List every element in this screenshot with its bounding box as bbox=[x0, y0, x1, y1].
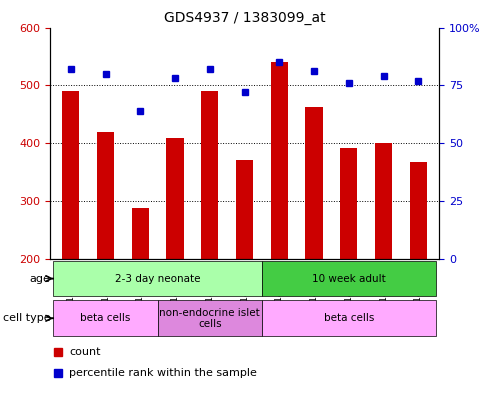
Bar bbox=[132, 208, 149, 259]
FancyBboxPatch shape bbox=[53, 300, 158, 336]
Bar bbox=[340, 148, 357, 259]
FancyBboxPatch shape bbox=[53, 261, 262, 296]
Text: cell type: cell type bbox=[3, 313, 50, 323]
Text: percentile rank within the sample: percentile rank within the sample bbox=[69, 368, 257, 378]
FancyBboxPatch shape bbox=[262, 261, 436, 296]
Bar bbox=[62, 91, 79, 259]
Text: beta cells: beta cells bbox=[80, 313, 131, 323]
Bar bbox=[305, 107, 323, 259]
Bar bbox=[410, 162, 427, 259]
Bar bbox=[97, 132, 114, 259]
Text: beta cells: beta cells bbox=[323, 313, 374, 323]
Text: 10 week adult: 10 week adult bbox=[312, 274, 386, 284]
Title: GDS4937 / 1383099_at: GDS4937 / 1383099_at bbox=[164, 11, 325, 25]
Text: 2-3 day neonate: 2-3 day neonate bbox=[115, 274, 201, 284]
Bar bbox=[270, 62, 288, 259]
Bar bbox=[166, 138, 184, 259]
Text: age: age bbox=[30, 274, 50, 284]
Text: non-endocrine islet
cells: non-endocrine islet cells bbox=[159, 307, 260, 329]
Text: count: count bbox=[69, 347, 101, 357]
FancyBboxPatch shape bbox=[158, 300, 262, 336]
Bar bbox=[201, 91, 219, 259]
Bar bbox=[375, 143, 392, 259]
FancyBboxPatch shape bbox=[262, 300, 436, 336]
Bar bbox=[236, 160, 253, 259]
